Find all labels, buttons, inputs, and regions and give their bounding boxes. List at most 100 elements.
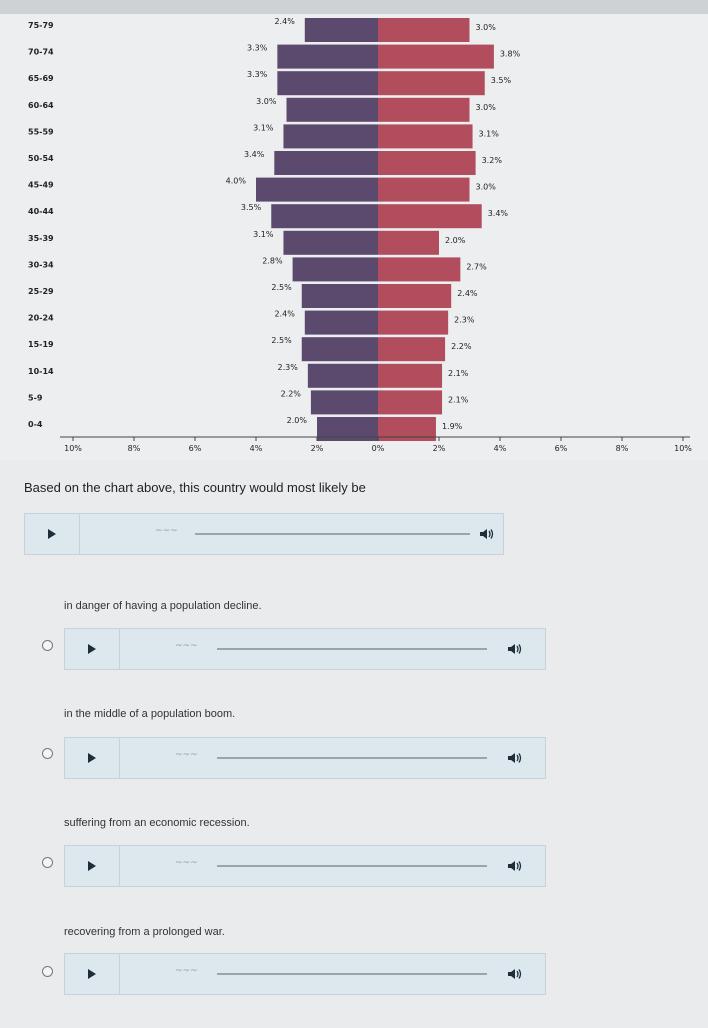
- value-label-right: 3.4%: [488, 209, 509, 218]
- waveform-icon: ~~~: [175, 641, 198, 651]
- value-label-left: 3.1%: [253, 123, 274, 132]
- play-icon: [88, 861, 96, 871]
- value-label-left: 2.3%: [278, 363, 299, 372]
- bar-left-10-14: [307, 363, 378, 388]
- x-tick-label: 4%: [494, 444, 507, 453]
- bar-right-20-24: [378, 310, 449, 335]
- play-button[interactable]: [65, 629, 120, 669]
- x-tick-label: 10%: [64, 444, 82, 453]
- value-label-right: 2.3%: [454, 316, 475, 325]
- age-label: 25-29: [28, 287, 54, 296]
- option-4-radio[interactable]: [42, 966, 53, 977]
- audio-progress-track[interactable]: [217, 648, 487, 650]
- option-1-radio[interactable]: [42, 640, 53, 651]
- question-audio-player[interactable]: ~~~: [24, 513, 504, 555]
- option-4-audio-player[interactable]: ~~~: [64, 953, 546, 995]
- age-label: 30-34: [28, 260, 54, 269]
- audio-progress-track[interactable]: [217, 757, 487, 759]
- volume-icon[interactable]: [477, 525, 495, 543]
- age-label: 45-49: [28, 181, 54, 190]
- bar-left-35-39: [283, 230, 378, 255]
- bar-right-25-29: [378, 284, 452, 308]
- chart-top-band: [0, 0, 708, 14]
- x-tick-label: 0%: [372, 444, 385, 453]
- age-label: 35-39: [28, 234, 54, 243]
- play-button[interactable]: [65, 738, 120, 778]
- value-label-right: 3.0%: [476, 23, 497, 32]
- bar-left-75-79: [304, 18, 378, 42]
- age-label: 40-44: [28, 207, 54, 216]
- value-label-left: 3.4%: [244, 150, 265, 159]
- x-tick-label: 4%: [250, 444, 263, 453]
- x-tick-label: 2%: [311, 444, 324, 453]
- value-label-left: 2.4%: [274, 310, 295, 319]
- bar-left-30-34: [292, 257, 378, 282]
- bar-right-45-49: [378, 177, 470, 202]
- value-label-right: 2.1%: [448, 395, 469, 404]
- audio-progress-track[interactable]: [217, 865, 487, 867]
- bar-left-50-54: [274, 151, 378, 175]
- x-tick-label: 8%: [128, 444, 141, 453]
- bar-left-65-69: [277, 71, 378, 96]
- volume-icon[interactable]: [505, 965, 523, 983]
- bar-right-15-19: [378, 337, 446, 362]
- bar-right-5-9: [378, 390, 443, 415]
- bar-left-20-24: [304, 310, 378, 335]
- bar-left-55-59: [283, 124, 378, 149]
- value-label-right: 3.5%: [491, 76, 512, 85]
- value-label-left: 2.8%: [262, 256, 283, 265]
- age-label: 65-69: [28, 74, 54, 83]
- option-2-radio[interactable]: [42, 748, 53, 759]
- value-label-left: 3.5%: [241, 203, 262, 212]
- waveform-icon: ~~~: [175, 750, 198, 760]
- age-label: 70-74: [28, 48, 54, 57]
- bar-left-45-49: [256, 177, 378, 202]
- audio-progress-track[interactable]: [195, 533, 470, 535]
- audio-progress-track[interactable]: [217, 973, 487, 975]
- bar-left-5-9: [310, 390, 378, 415]
- waveform-icon: ~~~: [155, 526, 178, 536]
- play-button[interactable]: [25, 514, 80, 554]
- bar-left-25-29: [301, 284, 378, 308]
- age-label: 20-24: [28, 314, 54, 323]
- age-label: 50-54: [28, 154, 54, 163]
- option-3-radio[interactable]: [42, 857, 53, 868]
- age-label: 75-79: [28, 21, 54, 30]
- value-label-right: 3.2%: [482, 156, 503, 165]
- bar-right-10-14: [378, 363, 443, 388]
- age-label: 0-4: [28, 420, 43, 429]
- bar-right-75-79: [378, 18, 470, 42]
- option-3-audio-player[interactable]: ~~~: [64, 845, 546, 887]
- bar-right-65-69: [378, 71, 485, 96]
- x-tick-label: 10%: [674, 444, 692, 453]
- x-tick-label: 2%: [433, 444, 446, 453]
- bar-right-40-44: [378, 204, 482, 229]
- bar-right-50-54: [378, 151, 476, 175]
- bar-left-40-44: [271, 204, 378, 229]
- volume-icon[interactable]: [505, 749, 523, 767]
- x-tick-label: 6%: [555, 444, 568, 453]
- bar-right-35-39: [378, 230, 439, 255]
- value-label-left: 2.2%: [281, 389, 302, 398]
- value-label-left: 2.5%: [271, 283, 292, 292]
- play-icon: [88, 969, 96, 979]
- option-3-text: suffering from an economic recession.: [64, 817, 250, 829]
- value-label-right: 2.2%: [451, 342, 472, 351]
- value-label-right: 3.1%: [479, 129, 500, 138]
- age-label: 10-14: [28, 367, 54, 376]
- value-label-left: 2.5%: [271, 336, 292, 345]
- age-label: 55-59: [28, 127, 54, 136]
- bar-right-60-64: [378, 97, 470, 122]
- play-button[interactable]: [65, 846, 120, 886]
- option-1-audio-player[interactable]: ~~~: [64, 628, 546, 670]
- value-label-left: 2.4%: [274, 17, 295, 26]
- play-icon: [88, 644, 96, 654]
- x-tick-label: 8%: [616, 444, 629, 453]
- value-label-right: 2.4%: [457, 289, 478, 298]
- volume-icon[interactable]: [505, 857, 523, 875]
- option-2-audio-player[interactable]: ~~~: [64, 737, 546, 779]
- play-button[interactable]: [65, 954, 120, 994]
- value-label-right: 2.7%: [466, 262, 487, 271]
- volume-icon[interactable]: [505, 640, 523, 658]
- value-label-left: 4.0%: [226, 177, 247, 186]
